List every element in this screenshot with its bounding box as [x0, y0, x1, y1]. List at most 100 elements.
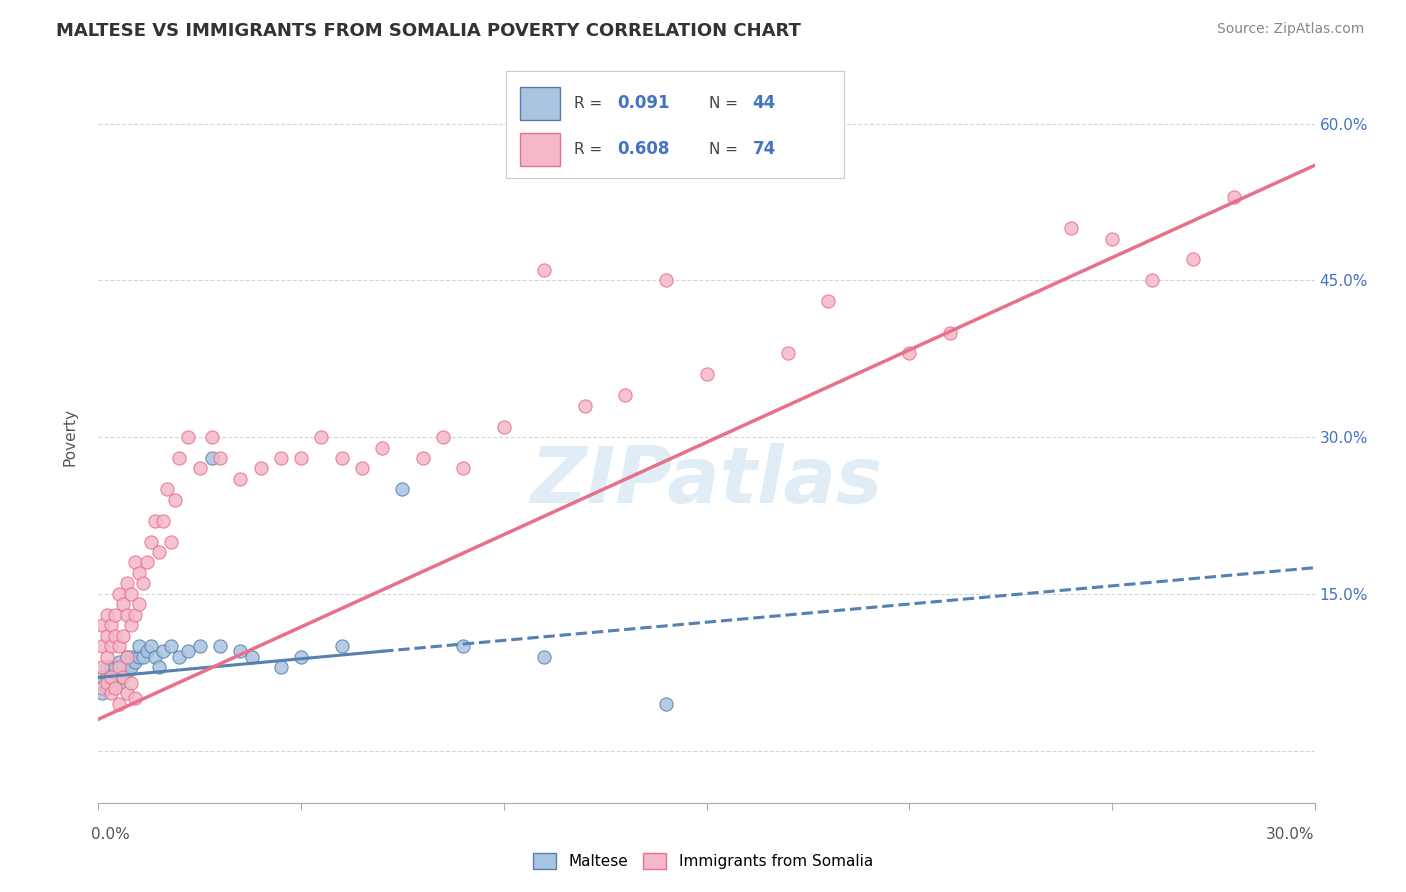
Point: [107, 655, 129, 669]
Point: [136, 556, 159, 570]
Point: [350, 461, 373, 475]
Point: [96, 629, 118, 643]
Point: [290, 450, 312, 465]
Text: N =: N =: [709, 96, 742, 111]
Point: [152, 514, 174, 528]
Legend: Maltese, Immigrants from Somalia: Maltese, Immigrants from Somalia: [527, 847, 879, 875]
Point: [91, 675, 114, 690]
Point: [655, 697, 678, 711]
Point: [1101, 231, 1123, 245]
Point: [148, 545, 170, 559]
Point: [412, 450, 434, 465]
Point: [139, 534, 162, 549]
Point: [160, 534, 183, 549]
Point: [249, 461, 271, 475]
Point: [96, 660, 118, 674]
Point: [1060, 221, 1083, 235]
Point: [139, 639, 162, 653]
Point: [148, 660, 170, 674]
Point: [128, 566, 150, 580]
Point: [209, 639, 232, 653]
Point: [96, 681, 118, 695]
Point: [574, 399, 596, 413]
Text: N =: N =: [709, 142, 742, 157]
Point: [533, 649, 555, 664]
Point: [104, 607, 127, 622]
Point: [152, 644, 174, 658]
Point: [128, 649, 150, 664]
Point: [453, 461, 475, 475]
FancyBboxPatch shape: [520, 87, 560, 120]
Point: [143, 649, 166, 664]
Y-axis label: Poverty: Poverty: [63, 408, 77, 467]
Point: [124, 607, 146, 622]
Point: [1182, 252, 1205, 267]
Point: [111, 629, 134, 643]
Point: [229, 644, 252, 658]
Point: [91, 681, 114, 695]
Point: [120, 587, 142, 601]
Point: [107, 697, 129, 711]
Point: [209, 450, 232, 465]
Point: [104, 670, 127, 684]
Point: [391, 483, 413, 497]
Point: [776, 346, 799, 360]
Point: [132, 649, 155, 664]
Text: Source: ZipAtlas.com: Source: ZipAtlas.com: [1216, 22, 1364, 37]
Point: [432, 430, 454, 444]
Point: [124, 655, 146, 669]
Point: [115, 665, 138, 680]
Point: [111, 670, 134, 684]
Point: [100, 670, 122, 684]
Text: 74: 74: [752, 141, 776, 159]
Point: [160, 639, 183, 653]
Point: [91, 618, 114, 632]
Point: [91, 686, 114, 700]
Point: [188, 461, 211, 475]
Point: [100, 660, 122, 674]
Point: [91, 670, 114, 684]
Point: [371, 441, 394, 455]
Point: [91, 660, 114, 674]
Point: [533, 263, 555, 277]
Point: [290, 649, 312, 664]
Point: [107, 675, 129, 690]
Point: [111, 670, 134, 684]
Text: 30.0%: 30.0%: [1267, 827, 1315, 841]
FancyBboxPatch shape: [520, 134, 560, 166]
Point: [107, 660, 129, 674]
Point: [96, 670, 118, 684]
Point: [453, 639, 475, 653]
Point: [176, 644, 198, 658]
Point: [107, 639, 129, 653]
Text: ZIPatlas: ZIPatlas: [530, 443, 883, 519]
Point: [156, 483, 179, 497]
Point: [1222, 190, 1244, 204]
Point: [169, 450, 191, 465]
Point: [96, 675, 118, 690]
Point: [143, 514, 166, 528]
Point: [169, 649, 191, 664]
Point: [100, 639, 122, 653]
Point: [817, 294, 839, 309]
Point: [188, 639, 211, 653]
Point: [120, 618, 142, 632]
Point: [96, 607, 118, 622]
Point: [91, 639, 114, 653]
Point: [270, 450, 292, 465]
Point: [115, 576, 138, 591]
Point: [311, 430, 333, 444]
Point: [128, 639, 150, 653]
Point: [201, 430, 224, 444]
Point: [330, 639, 353, 653]
Text: MALTESE VS IMMIGRANTS FROM SOMALIA POVERTY CORRELATION CHART: MALTESE VS IMMIGRANTS FROM SOMALIA POVER…: [56, 22, 801, 40]
Point: [100, 686, 122, 700]
Point: [270, 660, 292, 674]
Point: [229, 472, 252, 486]
Text: R =: R =: [574, 96, 607, 111]
Point: [96, 649, 118, 664]
Point: [242, 649, 264, 664]
Point: [330, 450, 353, 465]
Point: [115, 686, 138, 700]
Text: 0.091: 0.091: [617, 95, 671, 112]
